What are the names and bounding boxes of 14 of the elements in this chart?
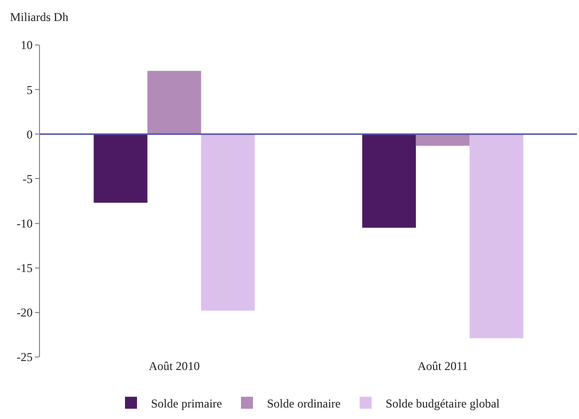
y-tick-label: -5	[22, 172, 33, 186]
y-tick-label: -10	[16, 216, 33, 230]
x-tick-label: Août 2011	[417, 359, 468, 373]
legend-label: Solde ordinaire	[266, 396, 341, 410]
legend-label: Solde budgétaire global	[386, 396, 500, 410]
y-axis-title: Miliards Dh	[10, 10, 68, 24]
legend-label: Solde primaire	[151, 396, 222, 410]
x-tick-label: Août 2010	[148, 359, 200, 373]
y-tick-label: 0	[26, 127, 33, 142]
y-tick-label: 5	[26, 82, 33, 97]
y-tick-label: -15	[16, 261, 33, 276]
y-tick-label: -20	[16, 306, 33, 320]
y-tick-label: 10	[20, 38, 33, 52]
y-tick-label: -25	[16, 350, 33, 364]
